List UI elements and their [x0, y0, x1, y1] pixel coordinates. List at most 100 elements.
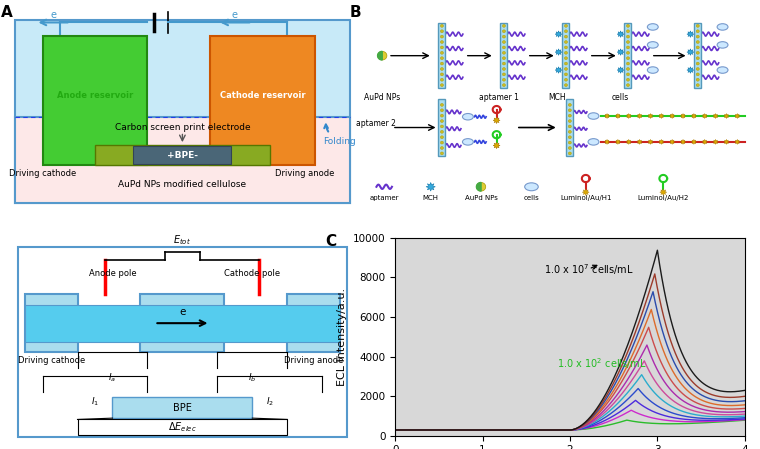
- Circle shape: [440, 103, 444, 106]
- Bar: [439, 99, 445, 156]
- Bar: [695, 23, 701, 88]
- Polygon shape: [582, 189, 589, 195]
- Ellipse shape: [588, 139, 599, 145]
- Circle shape: [568, 114, 572, 117]
- Polygon shape: [670, 139, 675, 145]
- Polygon shape: [691, 114, 697, 119]
- Text: $I_b$: $I_b$: [248, 372, 257, 384]
- Circle shape: [440, 136, 444, 139]
- Circle shape: [568, 152, 572, 155]
- Circle shape: [565, 73, 568, 76]
- Text: Driving cathode: Driving cathode: [17, 356, 85, 365]
- Ellipse shape: [588, 113, 599, 119]
- Text: B: B: [350, 4, 361, 20]
- Polygon shape: [493, 117, 500, 123]
- Circle shape: [440, 84, 444, 87]
- Bar: [43, 36, 147, 165]
- Bar: [439, 23, 445, 88]
- Circle shape: [626, 30, 629, 33]
- Polygon shape: [648, 139, 653, 145]
- Text: AuPd NPs: AuPd NPs: [364, 93, 401, 102]
- Circle shape: [696, 35, 699, 38]
- Polygon shape: [687, 67, 694, 73]
- Circle shape: [565, 40, 568, 44]
- Polygon shape: [680, 114, 686, 119]
- Circle shape: [626, 67, 629, 70]
- Circle shape: [440, 146, 444, 150]
- Circle shape: [626, 46, 629, 49]
- Circle shape: [502, 35, 505, 38]
- Circle shape: [440, 152, 444, 155]
- Polygon shape: [702, 139, 708, 145]
- Circle shape: [440, 114, 444, 117]
- Circle shape: [626, 78, 629, 81]
- Text: Luminol/Au/H2: Luminol/Au/H2: [638, 195, 689, 201]
- Polygon shape: [477, 182, 481, 191]
- Circle shape: [565, 24, 568, 27]
- Text: e: e: [179, 307, 185, 317]
- Bar: [141, 294, 224, 352]
- Circle shape: [565, 51, 568, 54]
- Polygon shape: [615, 114, 621, 119]
- Text: $I_1$: $I_1$: [91, 396, 99, 408]
- Bar: [78, 419, 287, 435]
- Polygon shape: [735, 114, 740, 119]
- Text: e: e: [50, 10, 56, 20]
- Circle shape: [440, 67, 444, 70]
- Circle shape: [626, 51, 629, 54]
- Text: Driving anode: Driving anode: [283, 356, 344, 365]
- Circle shape: [502, 62, 505, 65]
- Polygon shape: [724, 114, 729, 119]
- Polygon shape: [660, 189, 667, 195]
- Circle shape: [502, 46, 505, 49]
- Text: AuPd NPs modified cellulose: AuPd NPs modified cellulose: [119, 180, 246, 189]
- Text: C: C: [325, 234, 337, 249]
- Circle shape: [696, 24, 699, 27]
- Text: Driving cathode: Driving cathode: [9, 169, 76, 178]
- Circle shape: [626, 73, 629, 76]
- Polygon shape: [680, 139, 686, 145]
- Ellipse shape: [463, 139, 473, 145]
- Circle shape: [696, 57, 699, 60]
- Text: 1.0 x 10$^7$ cells/mL: 1.0 x 10$^7$ cells/mL: [543, 262, 634, 277]
- Circle shape: [440, 125, 444, 128]
- Text: +: +: [306, 314, 321, 332]
- Circle shape: [440, 40, 444, 44]
- Circle shape: [502, 57, 505, 60]
- Polygon shape: [637, 114, 642, 119]
- Polygon shape: [493, 142, 500, 149]
- Polygon shape: [687, 31, 694, 37]
- Text: e: e: [232, 10, 238, 20]
- Text: MCH: MCH: [548, 93, 565, 102]
- Circle shape: [440, 119, 444, 123]
- Bar: [25, 305, 340, 342]
- Bar: [211, 36, 315, 165]
- Circle shape: [440, 62, 444, 65]
- Circle shape: [626, 24, 629, 27]
- Bar: [14, 20, 350, 203]
- Text: +BPE-: +BPE-: [167, 151, 198, 160]
- Polygon shape: [626, 114, 632, 119]
- Text: Carbon screen print electrode: Carbon screen print electrode: [115, 123, 250, 132]
- Circle shape: [440, 141, 444, 144]
- Ellipse shape: [717, 42, 728, 48]
- Polygon shape: [724, 139, 729, 145]
- Text: Luminol/Au/H1: Luminol/Au/H1: [560, 195, 612, 201]
- Circle shape: [696, 51, 699, 54]
- Text: MCH: MCH: [423, 195, 439, 201]
- Ellipse shape: [717, 67, 728, 73]
- Polygon shape: [691, 139, 697, 145]
- Circle shape: [696, 40, 699, 44]
- Circle shape: [696, 84, 699, 87]
- Bar: [501, 23, 508, 88]
- Circle shape: [477, 182, 486, 191]
- Circle shape: [626, 84, 629, 87]
- Circle shape: [440, 73, 444, 76]
- Circle shape: [502, 73, 505, 76]
- Y-axis label: ECL Intensity/a.u.: ECL Intensity/a.u.: [337, 288, 347, 386]
- Polygon shape: [378, 51, 382, 60]
- Polygon shape: [735, 139, 740, 145]
- Polygon shape: [702, 114, 708, 119]
- Polygon shape: [687, 49, 694, 55]
- Circle shape: [568, 119, 572, 123]
